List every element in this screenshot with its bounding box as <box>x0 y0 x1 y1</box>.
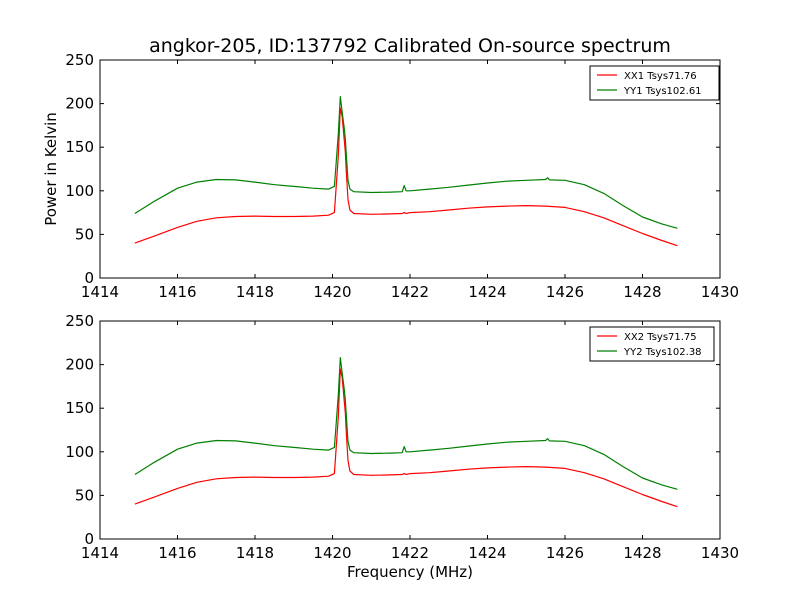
y-tick-label: 0 <box>84 269 94 287</box>
x-tick-label: 1430 <box>701 544 739 562</box>
legend-label: XX1 Tsys71.76 <box>624 71 697 82</box>
legend-label: YY2 Tsys102.38 <box>623 347 702 358</box>
y-tick-label: 200 <box>65 95 94 113</box>
x-tick-label: 1428 <box>623 283 661 301</box>
subplots: 1414 1416 1418 1420 1422 1424 1426 1428 1430 0 50 1… <box>65 51 739 562</box>
series-line-xx1 <box>134 107 678 247</box>
legend: XX1 Tsys71.76 YY1 Tsys102.61 <box>589 65 720 101</box>
x-tick-label: 1426 <box>546 283 584 301</box>
x-tick-label: 1424 <box>468 544 506 562</box>
legend-label: XX2 Tsys71.75 <box>624 332 697 343</box>
x-tick-label: 1420 <box>313 544 351 562</box>
y-tick-label: 250 <box>65 51 94 69</box>
y-axis-label: Power in Kelvin <box>42 112 60 226</box>
y-tick-label: 200 <box>65 356 94 374</box>
series-line-yy2 <box>134 357 678 490</box>
figure-title: angkor-205, ID:137792 Calibrated On-sour… <box>149 35 671 57</box>
y-tick-label: 250 <box>65 312 94 330</box>
x-tick-label: 1422 <box>391 283 429 301</box>
y-tick-label: 50 <box>75 486 94 504</box>
legend-box <box>589 65 720 101</box>
x-tick-label: 1414 <box>81 544 119 562</box>
x-tick-label: 1416 <box>158 544 196 562</box>
x-tick-label: 1426 <box>546 544 584 562</box>
x-tick-label: 1416 <box>158 283 196 301</box>
x-tick-label: 1418 <box>236 544 274 562</box>
series-line-yy1 <box>134 96 678 229</box>
subplot-2: 1414 1416 1418 1420 1422 1424 1426 1428 1430 0 50 1… <box>65 312 739 562</box>
x-tick-label: 1418 <box>236 283 274 301</box>
legend-label: YY1 Tsys102.61 <box>623 86 702 97</box>
y-tick-label: 150 <box>65 138 94 156</box>
legend: XX2 Tsys71.75 YY2 Tsys102.38 <box>589 326 715 362</box>
x-tick-label: 1424 <box>468 283 506 301</box>
y-tick-label: 100 <box>65 443 94 461</box>
x-tick-label: 1420 <box>313 283 351 301</box>
x-tick-label: 1430 <box>701 283 739 301</box>
legend-box <box>589 326 715 362</box>
x-tick-label: 1428 <box>623 544 661 562</box>
x-tick-label: 1414 <box>81 283 119 301</box>
x-axis-label: Frequency (MHz) <box>347 563 473 581</box>
y-tick-label: 150 <box>65 399 94 417</box>
y-tick-label: 50 <box>75 225 94 243</box>
y-tick-label: 0 <box>84 530 94 548</box>
series-line-xx2 <box>134 368 678 508</box>
y-tick-label: 100 <box>65 182 94 200</box>
subplot-1: 1414 1416 1418 1420 1422 1424 1426 1428 1430 0 50 1… <box>65 51 739 301</box>
x-tick-label: 1422 <box>391 544 429 562</box>
